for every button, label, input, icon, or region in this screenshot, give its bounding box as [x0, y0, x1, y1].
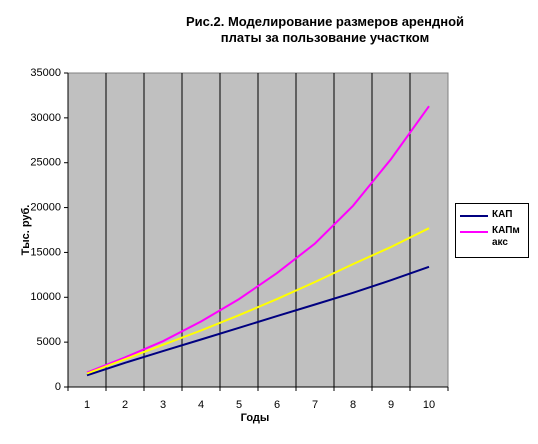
chart-title: Рис.2. Моделирование размеров арендной п…: [186, 14, 464, 45]
legend-swatch: [460, 215, 488, 217]
x-tick-label: 8: [350, 399, 356, 411]
y-tick-label: 25000: [30, 157, 61, 169]
legend-item: КАП: [456, 209, 528, 221]
y-tick-label: 10000: [30, 291, 61, 303]
x-tick-label: 1: [84, 399, 90, 411]
legend-item: КАПмакс: [456, 225, 528, 249]
x-tick-label: 7: [312, 399, 318, 411]
series-line: [86, 227, 430, 375]
legend-swatch: [460, 231, 488, 233]
x-tick-label: 3: [160, 399, 166, 411]
x-tick-label: 6: [274, 399, 280, 411]
x-tick-label: 4: [198, 399, 204, 411]
x-axis-label: Годы: [241, 412, 270, 424]
x-tick-label: 9: [388, 399, 394, 411]
y-axis-label: Тыс. руб.: [20, 205, 32, 256]
x-tick-label: 10: [423, 399, 435, 411]
y-tick-label: 20000: [30, 201, 61, 213]
y-tick-label: 5000: [37, 336, 61, 348]
y-tick-label: 35000: [30, 67, 61, 79]
series-line: [86, 265, 430, 377]
y-tick-label: 30000: [30, 112, 61, 124]
legend-label: КАП: [492, 209, 513, 220]
x-tick-label: 5: [236, 399, 242, 411]
y-tick-label: 0: [55, 381, 61, 393]
legend: КАП КАПмакс: [455, 203, 529, 258]
series-line: [86, 105, 430, 374]
y-tick-label: 15000: [30, 246, 61, 258]
legend-label: КАПмакс: [492, 225, 520, 248]
x-tick-label: 2: [122, 399, 128, 411]
